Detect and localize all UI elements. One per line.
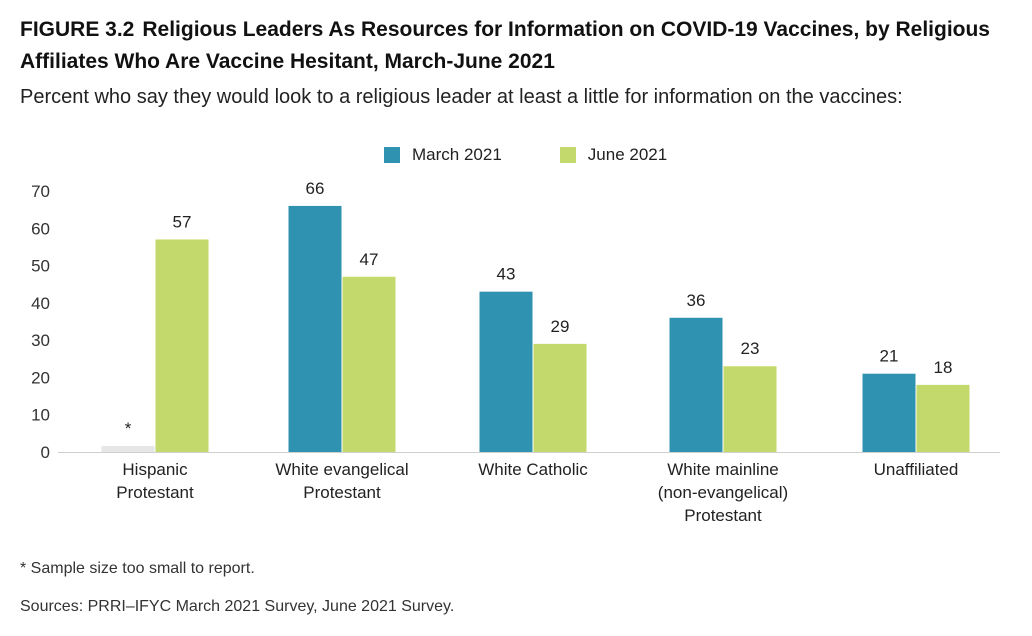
data-label: 57 — [173, 212, 192, 231]
legend-label-march: March 2021 — [412, 145, 502, 164]
chart-title: FIGURE 3.2 Religious Leaders As Resources… — [20, 14, 1020, 78]
data-label: 23 — [741, 339, 760, 358]
figure-number: FIGURE 3.2 — [20, 18, 135, 41]
x-category-label: (non-evangelical) — [658, 483, 788, 502]
data-label: * — [125, 419, 132, 438]
bar-march-2021 — [669, 317, 723, 452]
x-category-label: Protestant — [684, 506, 762, 525]
x-category-label: White evangelical — [275, 460, 408, 479]
chart-subtitle: Percent who say they would look to a rel… — [20, 86, 903, 108]
data-label: 18 — [934, 358, 953, 377]
y-tick-label: 20 — [31, 368, 50, 387]
data-label: 29 — [551, 317, 570, 336]
data-label: 43 — [497, 265, 516, 284]
bar-chart: 0 10 20 30 40 50 60 70 * 57 Hispanic Protestant 66 47… — [31, 179, 1000, 525]
bar-june-2021 — [342, 276, 396, 452]
data-label: 21 — [880, 347, 899, 366]
legend-label-june: June 2021 — [587, 145, 668, 164]
y-tick-label: 70 — [31, 182, 50, 201]
data-label: 36 — [687, 291, 706, 310]
y-tick-label: 40 — [31, 294, 50, 313]
figure-title-text: Religious Leaders As Resources for Infor… — [20, 18, 990, 73]
source-note: Sources: PRRI–IFYC March 2021 Survey, Ju… — [20, 598, 455, 615]
x-category-label: Protestant — [303, 483, 381, 502]
legend-item-june: June 2021 — [559, 145, 668, 165]
x-category-label: Hispanic — [122, 460, 188, 479]
y-tick-label: 60 — [31, 219, 50, 238]
x-category-label: Protestant — [116, 483, 194, 502]
y-tick-label: 30 — [31, 331, 50, 350]
bar-march-2021 — [862, 373, 916, 452]
chart-legend: March 2021 June 2021 — [384, 143, 725, 167]
x-category-label: White mainline — [667, 460, 779, 479]
bar-june-2021 — [723, 366, 777, 452]
footnote: * Sample size too small to report. — [20, 560, 255, 577]
bar-march-2021 — [479, 291, 533, 452]
bar-june-2021 — [916, 384, 970, 452]
legend-item-march: March 2021 — [384, 145, 502, 165]
legend-swatch-june — [559, 147, 576, 163]
y-tick-label: 10 — [31, 406, 50, 425]
y-tick-label: 0 — [41, 443, 50, 462]
legend-swatch-march — [384, 147, 400, 163]
bar-june-2021 — [155, 239, 209, 452]
x-category-label: White Catholic — [478, 460, 588, 479]
bar-june-2021 — [533, 343, 587, 452]
bar-suppressed — [101, 446, 155, 452]
data-label: 47 — [360, 250, 379, 269]
data-label: 66 — [306, 179, 325, 198]
bar-march-2021 — [288, 205, 342, 452]
y-tick-label: 50 — [31, 257, 50, 276]
x-category-label: Unaffiliated — [874, 460, 959, 479]
